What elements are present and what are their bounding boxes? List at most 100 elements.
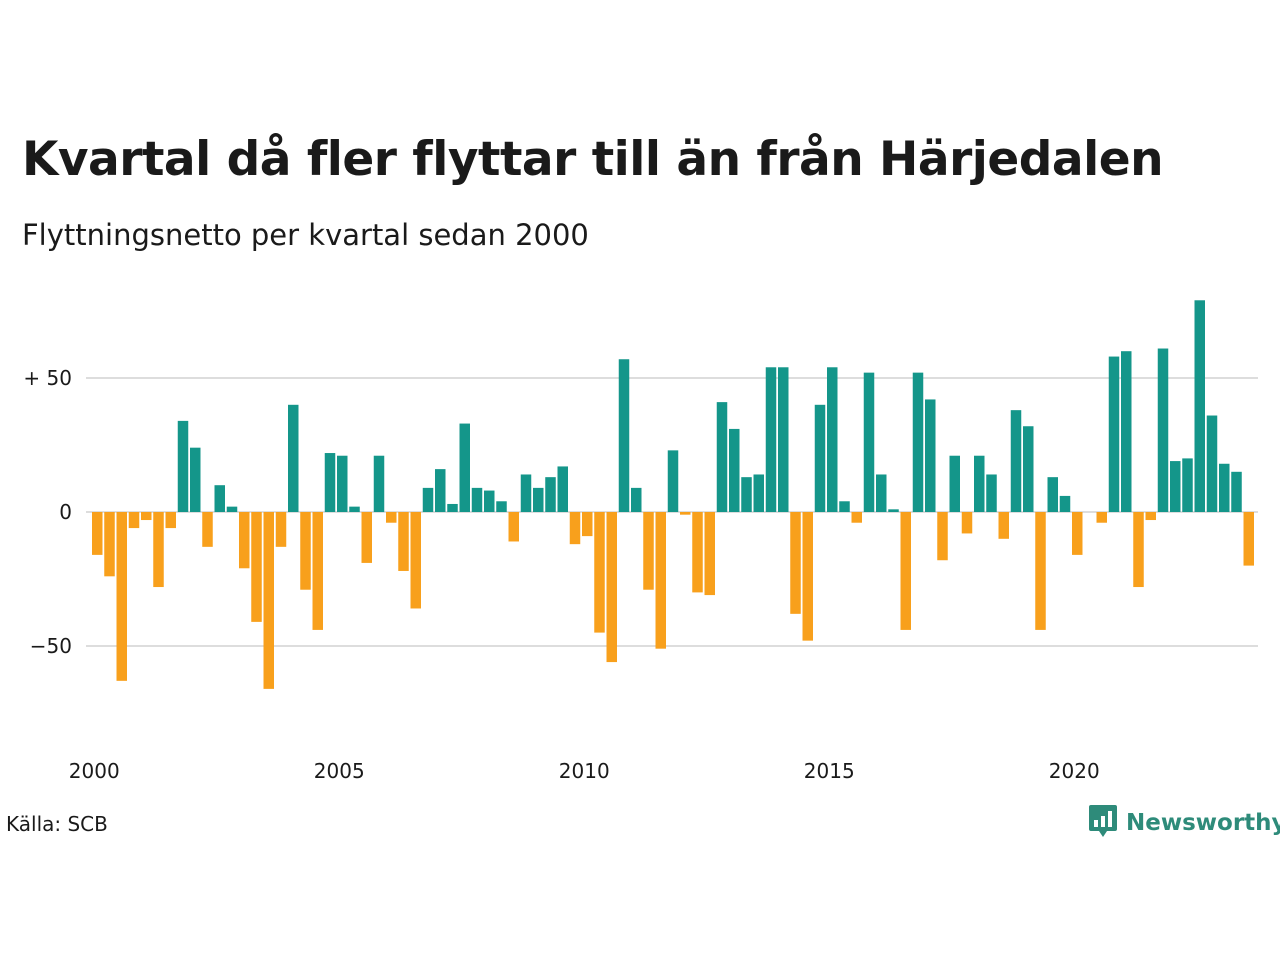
bar [631,487,642,512]
bar [190,447,201,512]
bar [251,512,262,622]
bar [998,512,1009,539]
bar [422,487,434,512]
bar [239,512,250,569]
bar [741,477,752,512]
bar [557,466,568,512]
bar [1206,415,1218,512]
bar [974,455,985,512]
x-tick-label: 2010 [559,759,610,783]
bar [104,512,115,577]
bar [667,450,679,512]
x-tick-label: 2005 [314,759,365,783]
bar [765,367,777,512]
bar [312,512,323,630]
bar [1072,512,1083,555]
bar [643,512,654,590]
bar [1047,477,1058,512]
bar [545,477,556,512]
bar [1059,495,1071,512]
bar [814,404,826,512]
bar [288,404,299,512]
bar [398,512,409,571]
bar [324,453,336,512]
bar [496,501,507,512]
bar [1194,300,1205,512]
chart-subtitle: Flyttningsnetto per kvartal sedan 2000 [22,218,589,252]
bar [447,503,458,512]
bar [863,372,875,512]
bar [92,512,103,555]
bar [165,512,176,529]
bar [214,485,225,512]
bar [1133,512,1144,588]
bar [337,455,348,512]
bar [912,372,924,512]
brand-logo: Newsworthy [1088,804,1280,842]
bar [373,455,385,512]
bar [569,512,581,545]
x-tick-label: 2015 [804,759,855,783]
bar [300,512,311,590]
bar [1243,512,1254,566]
bar [508,512,519,542]
bar [802,512,813,641]
bar [961,512,973,534]
bar [937,512,948,561]
x-tick-label: 2020 [1049,759,1100,783]
bar [839,501,850,512]
bar [827,367,838,512]
bar [128,512,140,529]
bar [484,490,495,512]
bar [876,474,887,512]
bar [349,506,360,512]
bar [680,512,691,515]
bar [1219,463,1230,512]
source-note: Källa: SCB [6,812,108,836]
bar [704,512,715,596]
bar [361,512,372,563]
bar [949,455,960,512]
bar [1096,512,1107,523]
bar [716,402,728,512]
bar [729,428,740,512]
bar [1035,512,1046,630]
bar [410,512,421,609]
bar [851,512,862,523]
x-axis-labels: 2000 2005 2010 2015 2020 [69,759,1100,783]
bar [116,512,127,681]
bar [1108,356,1120,512]
bar [435,469,446,512]
bar [1010,410,1022,512]
bar [386,512,397,523]
bar [202,512,213,547]
bar [1157,348,1169,512]
bar [177,420,189,512]
bar [692,512,703,593]
bar [1182,458,1193,512]
bar [888,509,899,512]
bar [618,359,630,512]
bar [925,399,936,512]
bar [1023,426,1034,512]
bars [92,300,1254,689]
bar [226,506,238,512]
brand-name: Newsworthy [1126,810,1280,836]
bar [471,487,483,512]
bar [900,512,911,630]
bar [459,423,470,512]
bar [263,512,274,689]
y-axis-labels: + 50 0 −50 [23,366,72,658]
bar [655,512,666,649]
bar [533,487,544,512]
bar [594,512,605,633]
bar [1170,461,1181,512]
bar [778,367,789,512]
bar [606,512,617,663]
bar [986,474,997,512]
y-tick-label: + 50 [23,366,72,390]
bar [275,512,287,547]
bar [1145,512,1156,521]
bar [753,474,764,512]
bar [1231,471,1242,512]
